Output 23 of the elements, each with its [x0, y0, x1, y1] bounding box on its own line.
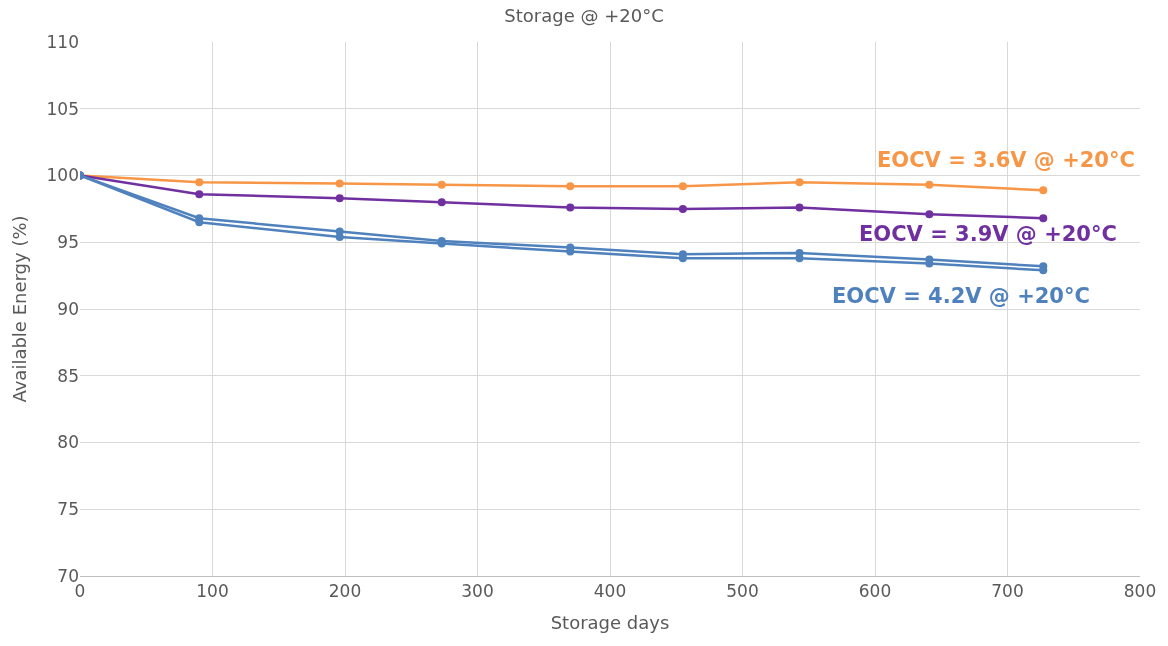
y-axis-title: Available Energy (%)	[8, 215, 30, 403]
y-tick-label: 80	[57, 432, 79, 453]
y-tick-label: 105	[46, 98, 79, 119]
x-tick-label: 700	[991, 581, 1024, 602]
y-tick-label: 110	[46, 31, 79, 52]
x-tick-label: 600	[858, 581, 892, 602]
x-axis-title: Storage days	[550, 611, 670, 633]
y-tick-label: 100	[46, 165, 79, 186]
y-tick-label: 85	[57, 365, 79, 386]
x-tick-label: 100	[196, 581, 229, 602]
y-tick-label: 90	[57, 298, 79, 319]
x-tick-label: 400	[593, 581, 627, 602]
series-label: EOCV = 3.9V @ +20°C	[859, 222, 1117, 246]
y-tick-label: 95	[57, 232, 79, 253]
series-label: EOCV = 3.6V @ +20°C	[877, 148, 1135, 172]
x-tick-label: 500	[726, 581, 759, 602]
y-tick-label: 75	[57, 499, 79, 520]
x-tick-label: 0	[74, 581, 86, 602]
x-tick-label: 200	[328, 581, 362, 602]
x-tick-label: 800	[1123, 581, 1157, 602]
x-tick-label: 300	[461, 581, 494, 602]
chart-title: Storage @ +20°C	[504, 5, 664, 27]
series-label: EOCV = 4.2V @ +20°C	[832, 284, 1090, 308]
